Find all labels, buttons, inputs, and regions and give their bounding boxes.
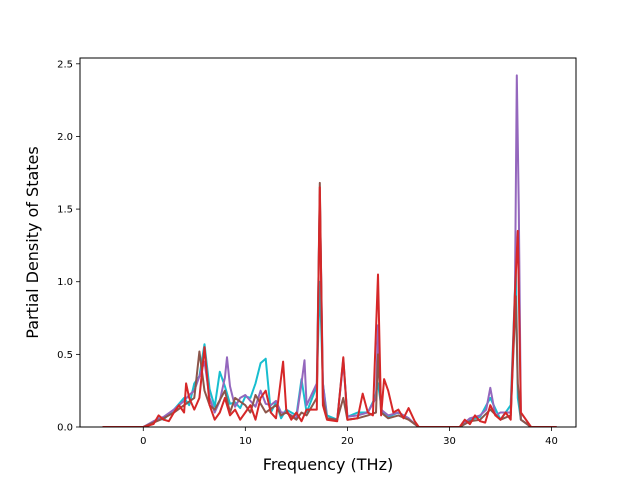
y-tick-label: 2.5 xyxy=(57,59,73,70)
x-axis: 0 10 20 30 40 xyxy=(140,427,558,447)
series-line-4 xyxy=(102,186,557,427)
y-tick-label: 0.5 xyxy=(57,350,73,361)
y-tick-label: 1.0 xyxy=(57,277,73,288)
y-tick-label: 2.0 xyxy=(57,132,73,143)
y-tick-label: 1.5 xyxy=(57,205,73,216)
x-tick-label: 40 xyxy=(545,436,558,447)
x-tick-label: 0 xyxy=(140,436,146,447)
x-tick-label: 10 xyxy=(239,436,252,447)
plot-frame xyxy=(79,57,577,428)
x-axis-title: Frequency (THz) xyxy=(263,455,393,474)
y-axis: 0.0 0.5 1.0 1.5 2.0 2.5 xyxy=(57,59,80,434)
x-tick-label: 30 xyxy=(443,436,456,447)
series-line-2 xyxy=(102,74,557,427)
x-tick-label: 20 xyxy=(341,436,354,447)
series-layer xyxy=(102,74,557,427)
y-axis-title: Partial Density of States xyxy=(23,146,42,338)
y-tick-label: 0.0 xyxy=(57,423,73,434)
